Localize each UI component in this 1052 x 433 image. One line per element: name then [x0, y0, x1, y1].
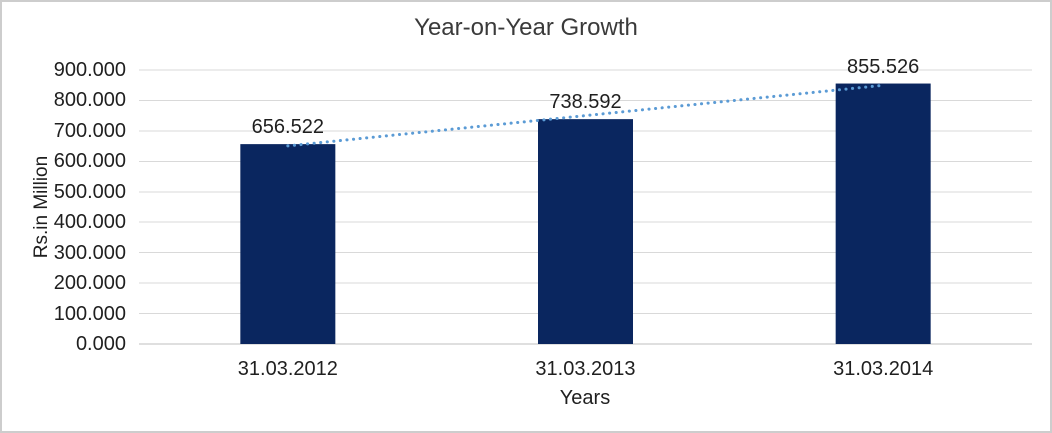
y-tick-label: 500.000 — [53, 180, 126, 203]
y-tick-label: 400.000 — [53, 211, 126, 234]
x-axis-title: Years — [559, 387, 611, 409]
chart-title: Year-on-Year Growth — [414, 14, 638, 41]
y-tick-label: 0.000 — [75, 333, 126, 355]
bar — [835, 83, 931, 345]
bar-data-label: 656.522 — [251, 116, 324, 139]
x-category-label: 31.03.2014 — [833, 358, 934, 380]
y-tick-label: 600.000 — [53, 150, 126, 173]
x-category-label: 31.03.2013 — [535, 358, 636, 380]
bar-data-label: 738.592 — [549, 91, 622, 114]
bar — [538, 119, 633, 344]
y-tick-label: 800.000 — [53, 89, 126, 112]
y-tick-label: 300.000 — [53, 241, 126, 264]
x-category-label: 31.03.2012 — [237, 358, 338, 380]
y-tick-label: 900.000 — [53, 59, 126, 81]
bar-data-label: 855.526 — [847, 55, 920, 78]
bar — [240, 144, 336, 344]
y-tick-label: 100.000 — [53, 302, 126, 325]
trendline — [286, 83, 885, 148]
y-tick-label: 700.000 — [53, 119, 126, 142]
y-tick-label: 200.000 — [53, 272, 126, 295]
